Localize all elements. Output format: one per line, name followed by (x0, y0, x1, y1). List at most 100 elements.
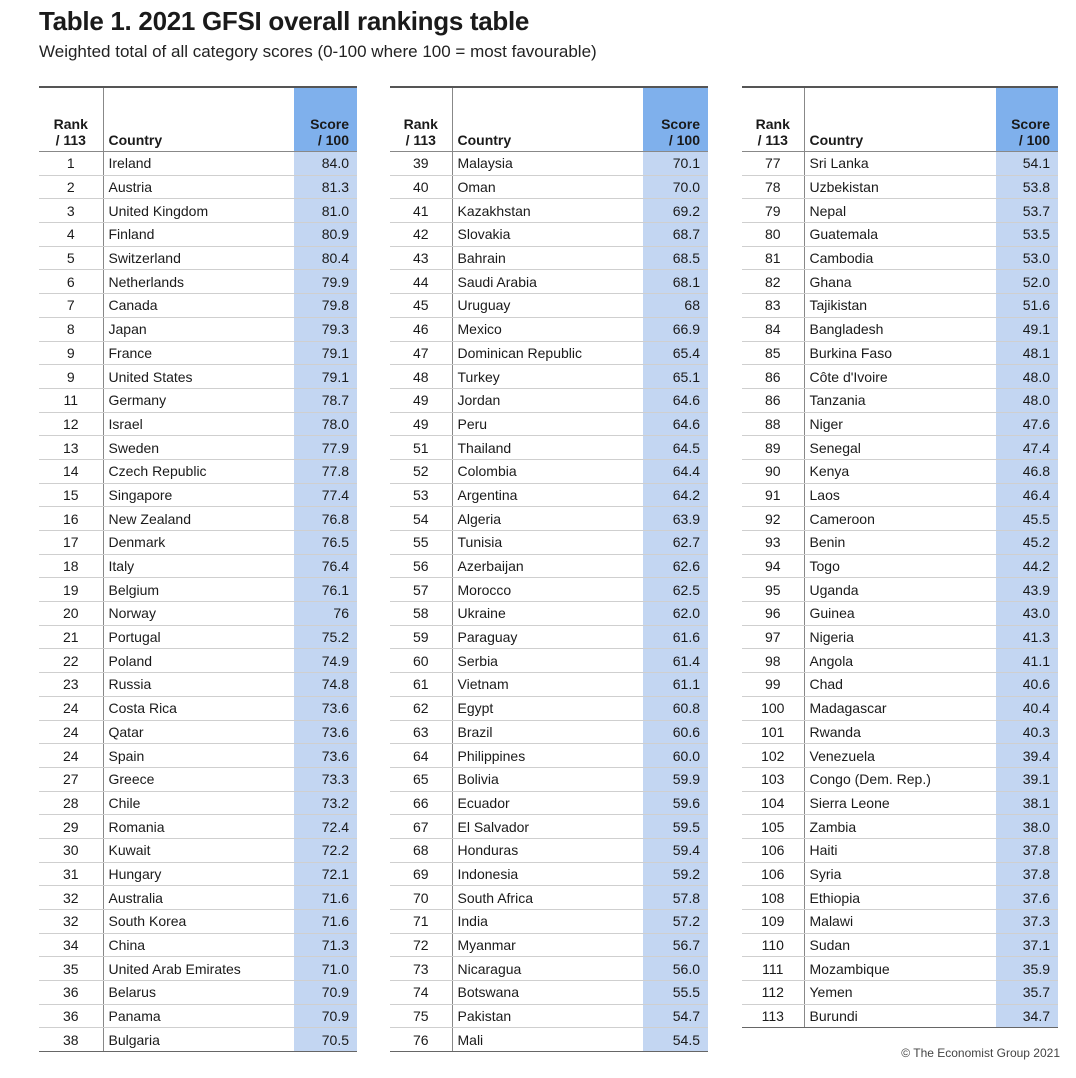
rank-cell: 78 (742, 175, 804, 200)
score-cell: 56.0 (643, 956, 708, 982)
table-row: 104 Sierra Leone 38.1 (742, 791, 1058, 816)
table-row: 44 Saudi Arabia 68.1 (390, 269, 708, 295)
country-cell: Colombia (451, 459, 643, 484)
table-row: 40 Oman 70.0 (390, 175, 708, 200)
rank-cell: 38 (39, 1027, 103, 1053)
table-row: 32 South Korea 71.6 (39, 909, 357, 934)
score-cell: 77.8 (294, 459, 357, 484)
rank-cell: 69 (390, 862, 452, 887)
country-cell: Austria (102, 175, 294, 200)
country-cell: Ghana (803, 269, 996, 295)
rank-cell: 103 (742, 767, 804, 792)
rank-header: Rank/ 113 (742, 86, 804, 152)
rank-cell: 110 (742, 933, 804, 958)
country-cell: Australia (102, 885, 294, 910)
table-row: 16 New Zealand 76.8 (39, 506, 357, 531)
country-cell: South Africa (451, 885, 643, 910)
rank-cell: 74 (390, 980, 452, 1005)
country-cell: Pakistan (451, 1004, 643, 1029)
rank-header: Rank/ 113 (39, 86, 103, 152)
table-row: 30 Kuwait 72.2 (39, 838, 357, 863)
table-row: 27 Greece 73.3 (39, 767, 357, 792)
score-cell: 37.8 (996, 862, 1058, 887)
rank-cell: 6 (39, 269, 103, 295)
rankings-table-2: Rank/ 113 Country Score/ 100 39 Malaysia 7… (390, 86, 708, 1053)
score-cell: 59.5 (643, 814, 708, 839)
score-cell: 79.1 (294, 341, 357, 366)
score-cell: 61.4 (643, 648, 708, 674)
score-cell: 47.6 (996, 412, 1058, 437)
table-row: 7 Canada 79.8 (39, 293, 357, 318)
score-cell: 71.6 (294, 885, 357, 910)
rank-cell: 108 (742, 885, 804, 910)
score-cell: 72.2 (294, 838, 357, 863)
table-row: 17 Denmark 76.5 (39, 530, 357, 555)
country-cell: Argentina (451, 483, 643, 508)
country-cell: Cambodia (803, 246, 996, 271)
country-cell: Nigeria (803, 625, 996, 650)
score-cell: 48.0 (996, 364, 1058, 389)
country-cell: Costa Rica (102, 696, 294, 721)
score-cell: 35.7 (996, 980, 1058, 1005)
rank-cell: 4 (39, 222, 103, 247)
country-cell: Tunisia (451, 530, 643, 555)
score-cell: 61.6 (643, 625, 708, 650)
score-cell: 35.9 (996, 956, 1058, 982)
table-row: 113 Burundi 34.7 (742, 1004, 1058, 1029)
score-cell: 65.1 (643, 364, 708, 389)
country-cell: Tanzania (803, 388, 996, 413)
score-cell: 70.0 (643, 175, 708, 200)
country-cell: Belarus (102, 980, 294, 1005)
table-row: 58 Ukraine 62.0 (390, 601, 708, 626)
rank-cell: 99 (742, 672, 804, 697)
score-cell: 46.8 (996, 459, 1058, 484)
rank-cell: 79 (742, 198, 804, 224)
country-cell: Bahrain (451, 246, 643, 271)
score-cell: 62.7 (643, 530, 708, 555)
country-cell: Sweden (102, 435, 294, 460)
score-cell: 70.1 (643, 151, 708, 176)
country-cell: Poland (102, 648, 294, 674)
rank-cell: 111 (742, 956, 804, 982)
score-cell: 57.8 (643, 885, 708, 910)
score-cell: 53.7 (996, 198, 1058, 224)
country-cell: Denmark (102, 530, 294, 555)
table-row: 65 Bolivia 59.9 (390, 767, 708, 792)
table-row: 42 Slovakia 68.7 (390, 222, 708, 247)
score-cell: 70.9 (294, 980, 357, 1005)
table-row: 102 Venezuela 39.4 (742, 743, 1058, 768)
rank-cell: 9 (39, 341, 103, 366)
score-cell: 52.0 (996, 269, 1058, 295)
country-cell: Madagascar (803, 696, 996, 721)
country-cell: Morocco (451, 577, 643, 603)
country-cell: Qatar (102, 720, 294, 745)
table-row: 98 Angola 41.1 (742, 648, 1058, 674)
score-cell: 73.6 (294, 696, 357, 721)
score-cell: 54.1 (996, 151, 1058, 176)
rank-cell: 23 (39, 672, 103, 697)
country-cell: Serbia (451, 648, 643, 674)
table-row: 1 Ireland 84.0 (39, 151, 357, 176)
score-cell: 71.0 (294, 956, 357, 982)
rank-cell: 94 (742, 554, 804, 579)
country-header: Country (803, 86, 996, 152)
score-cell: 47.4 (996, 435, 1058, 460)
table-row: 86 Tanzania 48.0 (742, 388, 1058, 413)
table-row: 79 Nepal 53.7 (742, 198, 1058, 224)
country-cell: Azerbaijan (451, 554, 643, 579)
table-row: 103 Congo (Dem. Rep.) 39.1 (742, 767, 1058, 792)
score-cell: 76.8 (294, 506, 357, 531)
country-cell: Tajikistan (803, 293, 996, 318)
rank-cell: 28 (39, 791, 103, 816)
score-cell: 64.6 (643, 388, 708, 413)
table-row: 67 El Salvador 59.5 (390, 814, 708, 839)
rank-cell: 36 (39, 980, 103, 1005)
score-cell: 57.2 (643, 909, 708, 934)
country-cell: Mali (451, 1027, 643, 1053)
rank-cell: 5 (39, 246, 103, 271)
country-cell: Honduras (451, 838, 643, 863)
country-cell: Kenya (803, 459, 996, 484)
country-cell: Sudan (803, 933, 996, 958)
table-row: 34 China 71.3 (39, 933, 357, 958)
table-row: 23 Russia 74.8 (39, 672, 357, 697)
